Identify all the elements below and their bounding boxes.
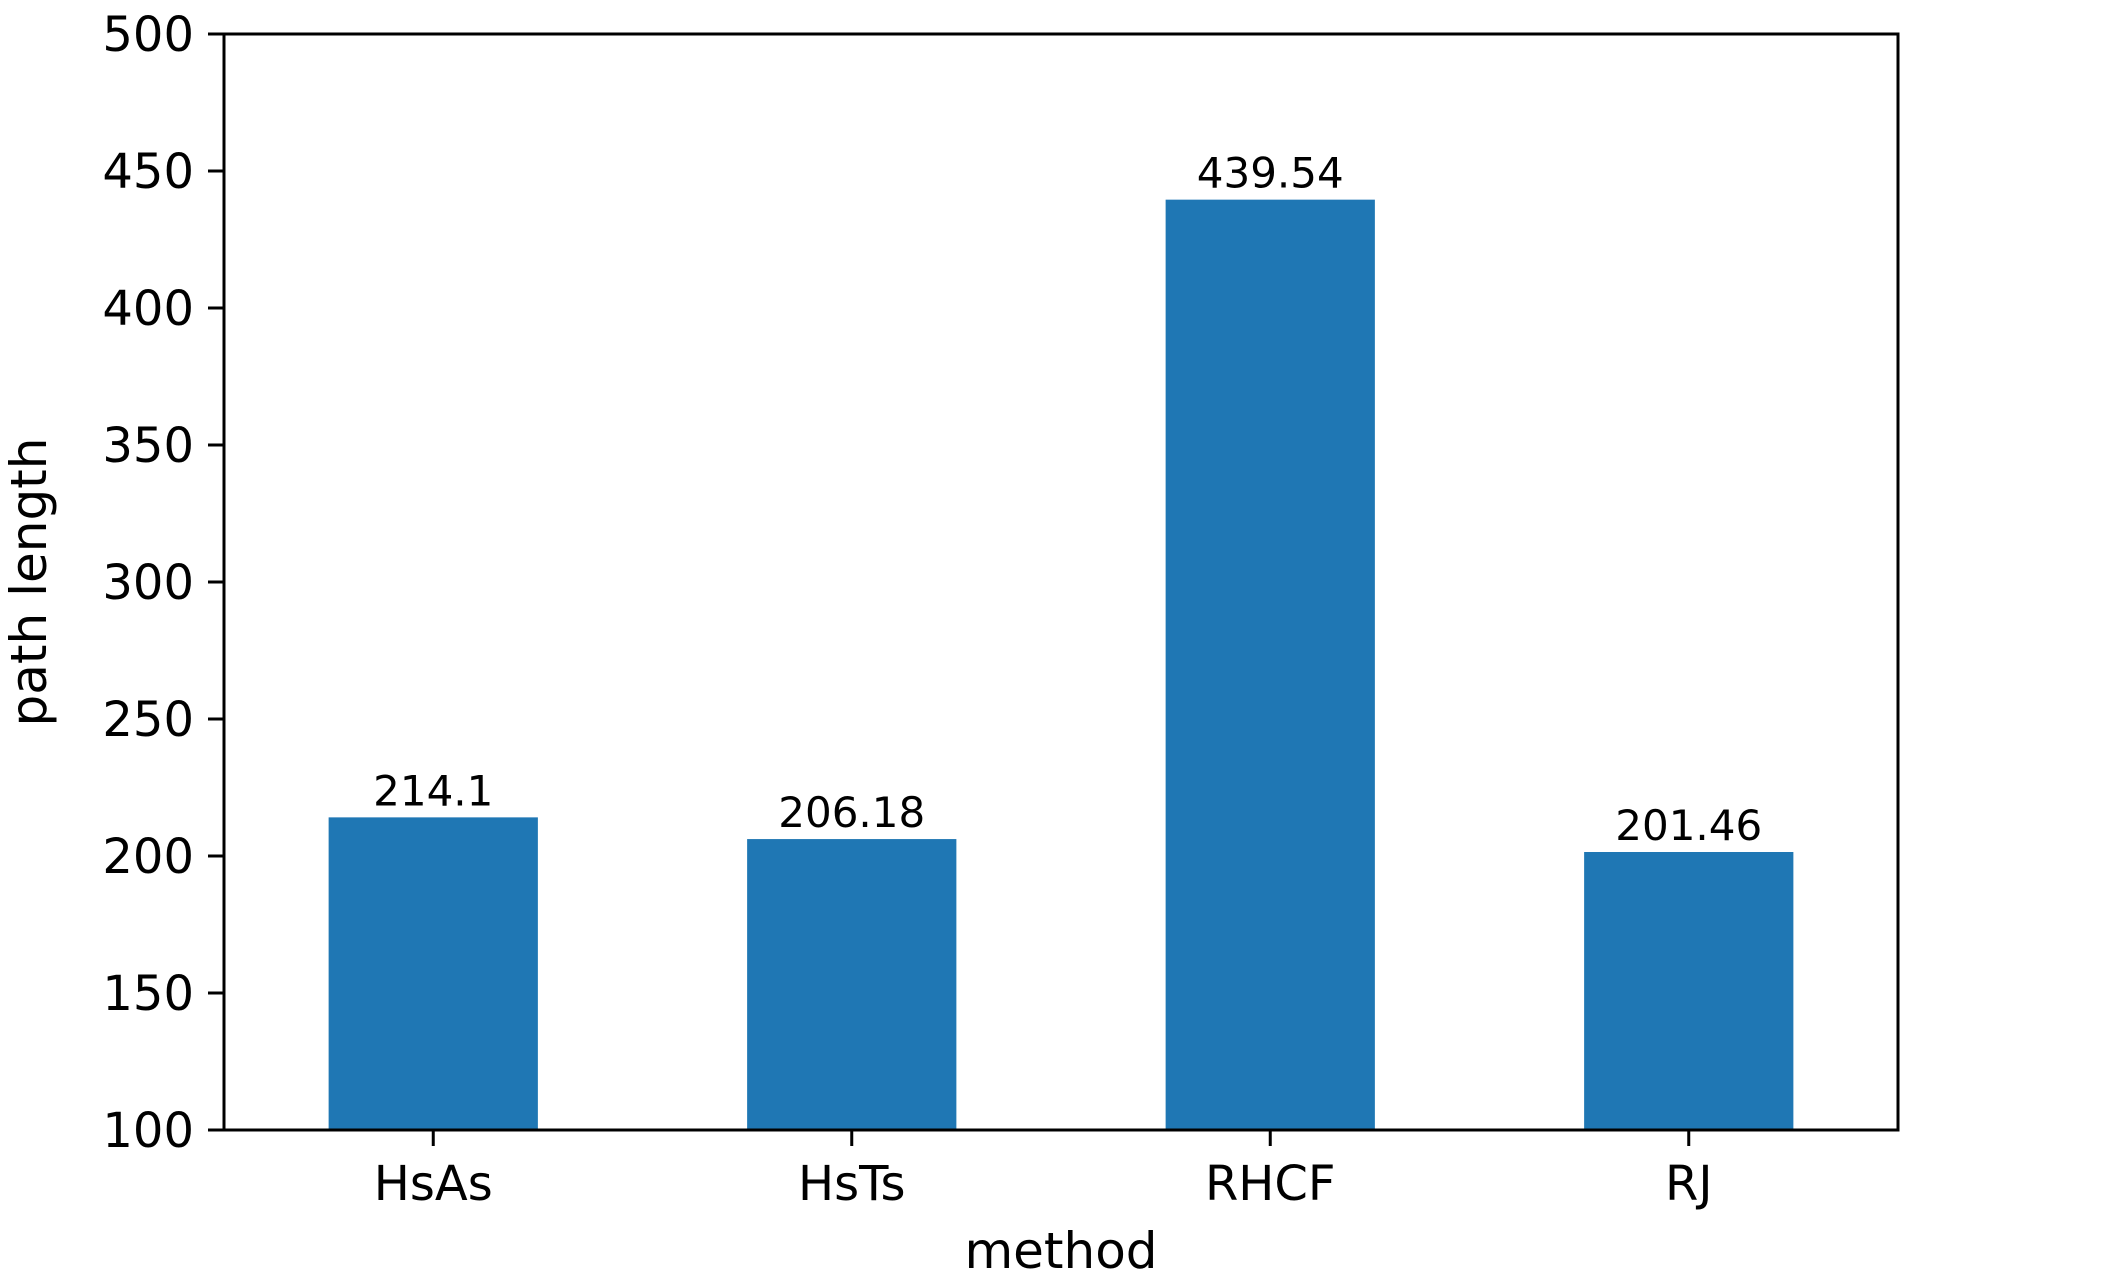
x-tick-label-hsts: HsTs <box>798 1156 905 1212</box>
x-tick-label-rj: RJ <box>1665 1156 1713 1212</box>
x-axis: HsAs HsTs RHCF RJ <box>374 1130 1713 1212</box>
y-tick-label-100: 100 <box>102 1103 194 1159</box>
bar-rhcf <box>1165 199 1375 1130</box>
data-labels-group: 214.1 206.18 439.54 201.46 <box>373 149 1762 850</box>
data-label-rj: 201.46 <box>1615 801 1762 850</box>
data-label-hsas: 214.1 <box>373 766 493 815</box>
y-axis-label: path length <box>0 438 58 727</box>
x-axis-label: method <box>964 1222 1157 1280</box>
y-axis: 100 150 200 250 300 350 400 450 500 <box>102 7 224 1159</box>
bars-group <box>328 199 1794 1130</box>
y-tick-label-200: 200 <box>102 829 194 885</box>
y-tick-label-250: 250 <box>102 692 194 748</box>
data-label-hsts: 206.18 <box>778 788 925 837</box>
y-tick-label-400: 400 <box>102 281 194 337</box>
y-tick-label-150: 150 <box>102 966 194 1022</box>
y-tick-label-300: 300 <box>102 555 194 611</box>
y-tick-label-450: 450 <box>102 144 194 200</box>
y-tick-label-500: 500 <box>102 7 194 63</box>
x-tick-label-hsas: HsAs <box>374 1156 493 1212</box>
bar-hsas <box>328 817 538 1130</box>
bar-hsts <box>747 839 957 1130</box>
bar-rj <box>1584 851 1794 1130</box>
data-label-rhcf: 439.54 <box>1197 149 1344 198</box>
x-tick-label-rhcf: RHCF <box>1205 1156 1336 1212</box>
y-tick-label-350: 350 <box>102 418 194 474</box>
